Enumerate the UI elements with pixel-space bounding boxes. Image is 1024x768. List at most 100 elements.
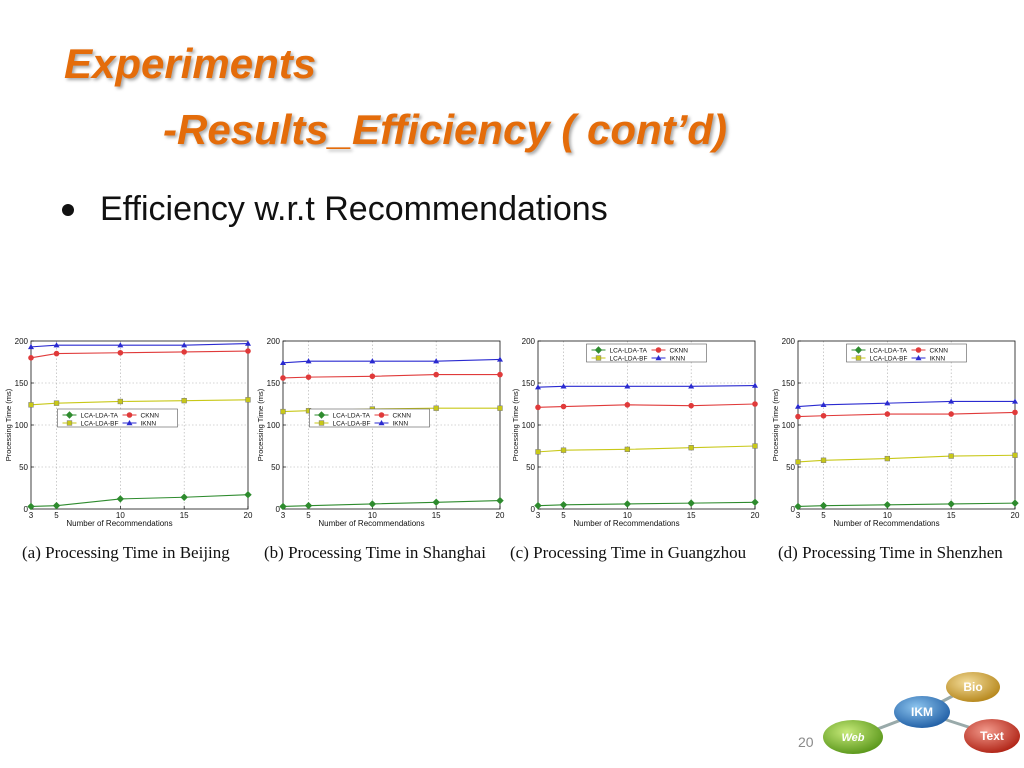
legend-label: LCA-LDA-BF xyxy=(333,421,371,428)
caption-shanghai: (b) Processing Time in Shanghai xyxy=(264,543,486,562)
series-line-iknn xyxy=(797,400,1015,408)
data-point-iknn xyxy=(948,398,955,404)
legend-marker xyxy=(915,355,922,361)
x-tick-label: 3 xyxy=(29,511,34,520)
legend-marker xyxy=(854,346,863,354)
data-point-lca-lda-ta xyxy=(751,498,759,506)
data-point-lca-lda-bf xyxy=(181,397,187,404)
data-point-lca-lda-ta xyxy=(496,496,504,505)
legend-label: CKNN xyxy=(141,413,160,420)
legend-marker xyxy=(318,420,325,426)
data-point-lca-lda-ta xyxy=(1011,499,1019,507)
data-point-iknn xyxy=(688,383,695,389)
x-tick-label: 20 xyxy=(751,511,760,520)
chart-panel-3: 0 50 100 150 200 3 5 10 15 20 Number of Recommenda… xyxy=(771,337,1020,528)
x-tick-label: 15 xyxy=(687,511,696,520)
series-line-iknn xyxy=(30,342,249,348)
legend-label: CKNN xyxy=(393,413,412,420)
data-point-lca-lda-bf xyxy=(752,443,758,449)
y-tick-label: 0 xyxy=(24,505,29,514)
caption-guangzhou: (c) Processing Time in Guangzhou xyxy=(510,543,747,562)
data-point-iknn xyxy=(245,340,251,346)
legend-box xyxy=(586,343,707,363)
series-line-cknn xyxy=(797,411,1016,418)
data-point-lca-lda-bf xyxy=(53,400,60,406)
text-label: Text xyxy=(980,729,1004,743)
page-number: 20 xyxy=(798,734,814,750)
series-line-iknn xyxy=(282,358,501,364)
data-point-cknn xyxy=(369,373,376,380)
chart-panel-2: 0 50 100 150 200 3 5 10 15 20 Number of Recommenda… xyxy=(511,337,760,528)
x-axis-label: Number of Recommendations xyxy=(573,519,679,528)
data-point-lca-lda-bf xyxy=(497,405,503,411)
series-line-lca-lda-ta xyxy=(30,494,249,508)
series-line-cknn xyxy=(537,403,756,408)
data-point-lca-lda-ta xyxy=(52,501,61,510)
data-point-cknn xyxy=(181,349,187,355)
data-point-lca-lda-bf xyxy=(795,459,801,465)
data-point-lca-lda-bf xyxy=(884,455,891,462)
data-point-iknn xyxy=(497,356,503,362)
caption-shenzhen: (d) Processing Time in Shenzhen xyxy=(778,543,1003,562)
y-tick-label: 50 xyxy=(19,463,28,472)
slide-subtitle: -Results_Efficiency ( cont’d) xyxy=(163,106,728,153)
data-point-iknn xyxy=(752,382,758,388)
y-tick-label: 100 xyxy=(522,421,536,430)
legend-box xyxy=(309,408,430,428)
x-axis-label: Number of Recommendations xyxy=(833,519,939,528)
x-tick-label: 20 xyxy=(496,511,505,520)
data-point-lca-lda-bf xyxy=(280,408,286,415)
data-point-lca-lda-bf xyxy=(433,405,439,411)
y-tick-label: 100 xyxy=(267,421,281,430)
data-point-iknn xyxy=(369,358,376,364)
data-point-iknn xyxy=(280,359,286,366)
legend-marker xyxy=(378,420,385,426)
data-point-cknn xyxy=(305,374,312,380)
series-line-cknn xyxy=(30,350,249,359)
series-line-lca-lda-ta xyxy=(282,500,501,508)
x-tick-label: 15 xyxy=(180,511,189,520)
y-tick-label: 0 xyxy=(531,505,536,514)
data-point-cknn xyxy=(280,375,286,381)
data-point-iknn xyxy=(433,358,440,364)
bullet-dot-icon xyxy=(62,203,74,216)
data-point-lca-lda-ta xyxy=(819,501,828,510)
data-point-iknn xyxy=(820,401,827,408)
legend-marker xyxy=(66,420,73,426)
data-point-lca-lda-ta xyxy=(687,499,695,507)
y-tick-label: 150 xyxy=(782,379,796,388)
data-point-lca-lda-ta xyxy=(559,501,568,509)
legend-marker xyxy=(126,412,133,418)
ikm-bubble-icon xyxy=(894,696,950,728)
data-point-lca-lda-ta xyxy=(947,500,955,508)
data-point-cknn xyxy=(1012,409,1018,416)
ikm-logo: Bio IKM Web Text xyxy=(823,672,1020,754)
data-point-iknn xyxy=(305,358,312,364)
chart-panel-1: 0 50 100 150 200 3 5 10 15 20 Number of Recommenda… xyxy=(256,337,505,528)
x-axis-label: Number of Recommendations xyxy=(318,519,424,528)
y-tick-label: 150 xyxy=(522,379,536,388)
data-point-lca-lda-ta xyxy=(27,502,35,511)
y-tick-label: 150 xyxy=(15,379,29,388)
data-point-cknn xyxy=(535,404,541,411)
bullet-text: Efficiency w.r.t Recommendations xyxy=(100,190,608,228)
data-point-lca-lda-ta xyxy=(534,501,542,510)
data-point-lca-lda-ta xyxy=(116,495,125,503)
data-point-lca-lda-bf xyxy=(535,449,541,455)
y-tick-label: 200 xyxy=(522,337,536,346)
x-tick-label: 5 xyxy=(561,511,566,520)
x-tick-label: 5 xyxy=(821,511,826,520)
data-point-cknn xyxy=(795,413,801,420)
data-point-cknn xyxy=(820,412,827,419)
legend-label: CKNN xyxy=(930,348,949,355)
legend-label: LCA-LDA-TA xyxy=(81,413,119,420)
data-point-iknn xyxy=(117,342,124,348)
legend-label: LCA-LDA-BF xyxy=(81,421,119,428)
y-axis-label: Processing Time (ms) xyxy=(771,388,780,461)
chart-panel-0: 0 50 100 150 200 3 5 10 15 20 Number of Recommenda… xyxy=(4,337,253,528)
x-tick-label: 3 xyxy=(536,511,541,520)
data-point-lca-lda-bf xyxy=(245,397,251,403)
bullet-item: Efficiency w.r.t Recommendations xyxy=(62,190,608,229)
web-label: Web xyxy=(841,732,864,744)
legend-marker xyxy=(126,420,133,426)
